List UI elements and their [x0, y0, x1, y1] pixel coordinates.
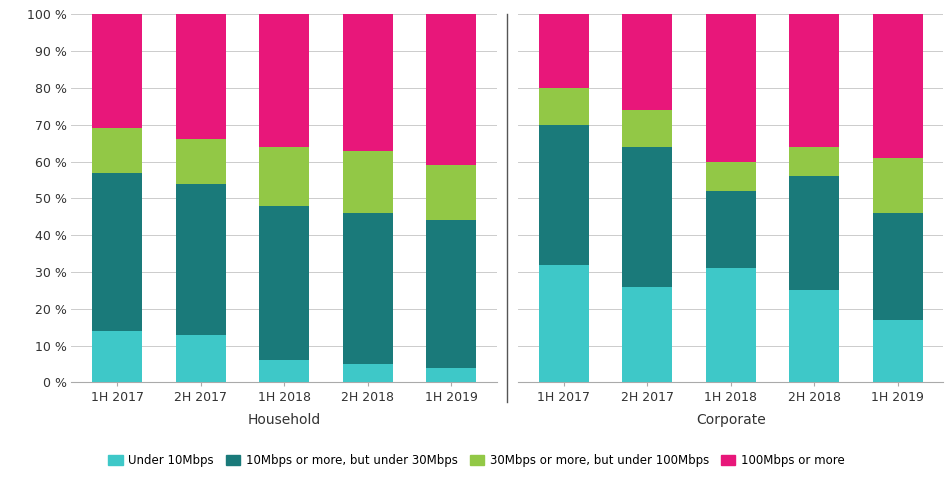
Bar	[175, 140, 226, 184]
Bar	[426, 220, 475, 368]
Bar	[259, 206, 308, 360]
X-axis label: Corporate: Corporate	[695, 413, 764, 427]
Bar	[788, 291, 839, 382]
Bar	[92, 331, 142, 382]
Bar	[342, 14, 392, 151]
Bar	[259, 14, 308, 147]
Bar	[426, 368, 475, 382]
Bar	[342, 213, 392, 364]
Bar	[872, 14, 922, 158]
Bar	[539, 125, 588, 265]
Bar	[175, 14, 226, 140]
Bar	[92, 129, 142, 173]
Bar	[539, 88, 588, 125]
Bar	[622, 147, 672, 287]
Bar	[426, 14, 475, 165]
Bar	[705, 14, 755, 162]
Bar	[539, 265, 588, 382]
Bar	[622, 287, 672, 382]
Bar	[175, 184, 226, 335]
Bar	[426, 165, 475, 220]
Bar	[872, 320, 922, 382]
Bar	[788, 176, 839, 291]
Bar	[259, 360, 308, 382]
Bar	[788, 14, 839, 147]
Bar	[705, 268, 755, 382]
Bar	[705, 191, 755, 268]
Bar	[705, 162, 755, 191]
Bar	[539, 14, 588, 88]
Bar	[872, 213, 922, 320]
Bar	[342, 151, 392, 213]
Bar	[622, 110, 672, 147]
Bar	[92, 173, 142, 331]
X-axis label: Household: Household	[248, 413, 321, 427]
Legend: Under 10Mbps, 10Mbps or more, but under 30Mbps, 30Mbps or more, but under 100Mbp: Under 10Mbps, 10Mbps or more, but under …	[104, 450, 848, 472]
Bar	[342, 364, 392, 382]
Bar	[622, 14, 672, 110]
Bar	[788, 147, 839, 176]
Bar	[259, 147, 308, 206]
Bar	[872, 158, 922, 213]
Bar	[92, 14, 142, 129]
Bar	[175, 335, 226, 382]
